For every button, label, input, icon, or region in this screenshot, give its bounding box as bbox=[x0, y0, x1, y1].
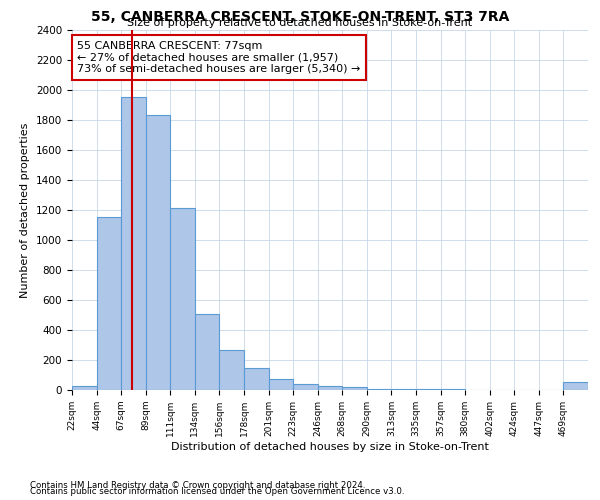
Bar bbox=[220, 350, 244, 390]
Bar bbox=[440, 389, 465, 390]
Bar bbox=[97, 218, 121, 390]
Y-axis label: Number of detached properties: Number of detached properties bbox=[20, 122, 31, 298]
Bar bbox=[293, 384, 318, 390]
Bar bbox=[416, 389, 440, 390]
Bar bbox=[170, 208, 195, 390]
X-axis label: Distribution of detached houses by size in Stoke-on-Trent: Distribution of detached houses by size … bbox=[171, 442, 489, 452]
Text: Contains public sector information licensed under the Open Government Licence v3: Contains public sector information licen… bbox=[30, 487, 404, 496]
Bar bbox=[121, 98, 146, 390]
Text: Size of property relative to detached houses in Stoke-on-Trent: Size of property relative to detached ho… bbox=[127, 18, 473, 28]
Bar bbox=[367, 388, 391, 390]
Bar bbox=[563, 382, 588, 390]
Bar bbox=[342, 388, 367, 390]
Bar bbox=[72, 386, 97, 390]
Bar bbox=[146, 116, 170, 390]
Text: 55, CANBERRA CRESCENT, STOKE-ON-TRENT, ST3 7RA: 55, CANBERRA CRESCENT, STOKE-ON-TRENT, S… bbox=[91, 10, 509, 24]
Text: 55 CANBERRA CRESCENT: 77sqm
← 27% of detached houses are smaller (1,957)
73% of : 55 CANBERRA CRESCENT: 77sqm ← 27% of det… bbox=[77, 41, 361, 74]
Bar bbox=[391, 389, 416, 390]
Text: Contains HM Land Registry data © Crown copyright and database right 2024.: Contains HM Land Registry data © Crown c… bbox=[30, 481, 365, 490]
Bar bbox=[269, 379, 293, 390]
Bar bbox=[195, 314, 220, 390]
Bar bbox=[244, 368, 269, 390]
Bar bbox=[318, 386, 342, 390]
